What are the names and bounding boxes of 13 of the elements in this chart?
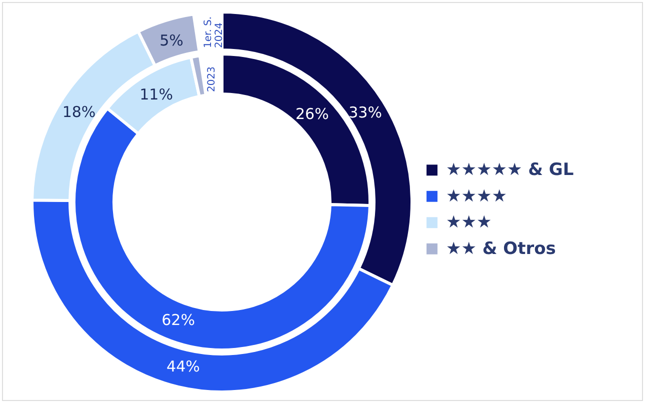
legend-label: ★★★★ bbox=[446, 186, 507, 206]
legend-label: ★★★ bbox=[446, 212, 492, 233]
data-label: 26% bbox=[295, 104, 329, 123]
data-label: 11% bbox=[140, 85, 173, 104]
data-label: 33% bbox=[348, 103, 382, 122]
slice-label: 2023 bbox=[206, 66, 218, 92]
data-label: 5% bbox=[160, 32, 184, 50]
data-label: 18% bbox=[62, 102, 96, 121]
data-label: 44% bbox=[166, 357, 200, 376]
slice-label: 1er. S. 2024 bbox=[203, 16, 226, 48]
legend-label: ★★★★★ & GL bbox=[446, 160, 574, 180]
legend-label: ★★ & Otros bbox=[446, 238, 556, 259]
data-label: 62% bbox=[162, 311, 195, 330]
